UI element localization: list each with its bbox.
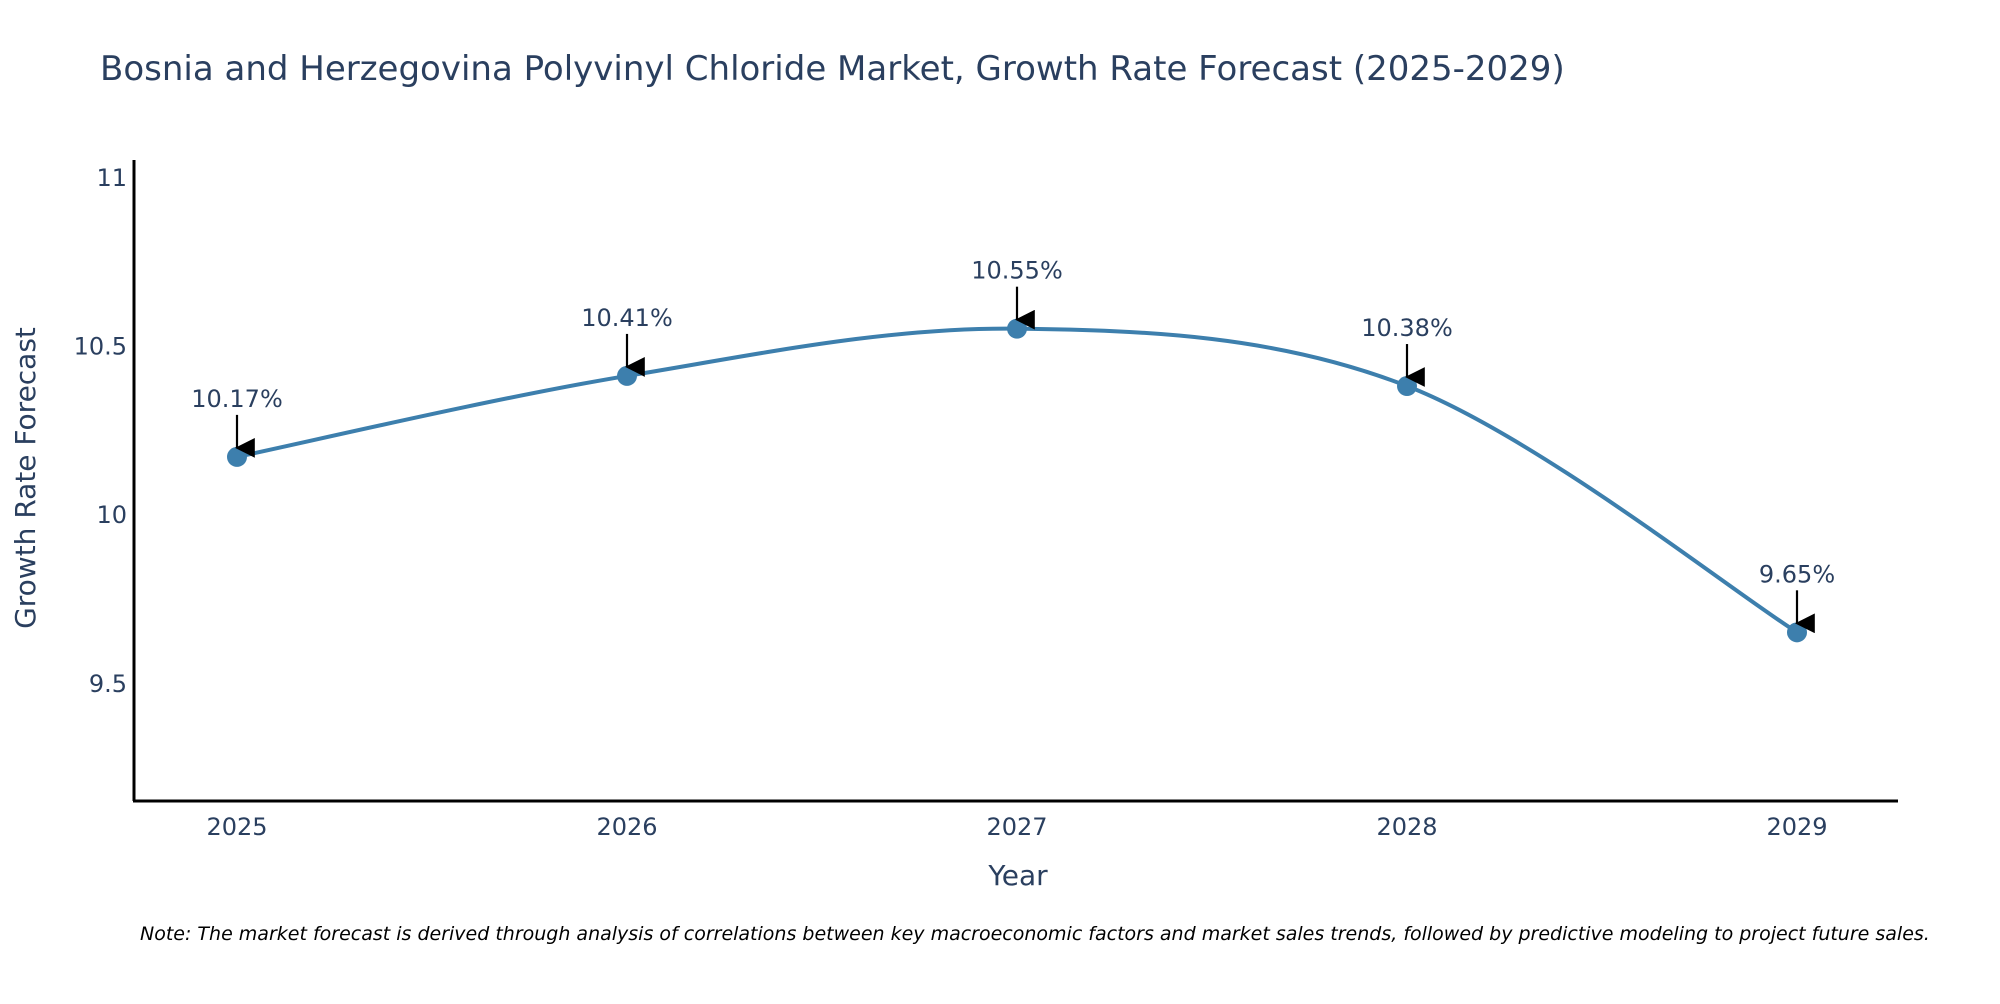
- x-axis-title: Year: [987, 859, 1048, 892]
- x-tick-label: 2028: [1376, 813, 1437, 841]
- data-point: [1787, 622, 1807, 643]
- data-points: [227, 318, 1807, 643]
- data-label: 10.41%: [581, 304, 673, 332]
- data-labels: 10.17% 10.41% 10.55% 10.38% 9.65%: [191, 257, 1835, 634]
- x-tick-label: 2026: [596, 813, 657, 841]
- footnote: Note: The market forecast is derived thr…: [140, 923, 1930, 945]
- x-tick-label: 2025: [206, 813, 267, 841]
- data-point: [1007, 318, 1027, 339]
- y-tick-label: 9.5: [89, 670, 127, 698]
- data-point: [1397, 376, 1417, 397]
- data-point: [227, 446, 247, 467]
- data-label: 9.65%: [1759, 560, 1835, 588]
- chart-title: Bosnia and Herzegovina Polyvinyl Chlorid…: [100, 49, 1565, 89]
- y-tick-label: 11: [96, 164, 127, 192]
- series-line: [236, 326, 1799, 635]
- data-label: 10.55%: [971, 257, 1063, 285]
- y-tick-label: 10.5: [74, 333, 127, 361]
- x-axis-ticks: 2025 2026 2027 2028 2029: [206, 813, 1827, 841]
- data-label: 10.38%: [1361, 314, 1453, 342]
- y-tick-label: 10: [96, 501, 127, 529]
- x-tick-label: 2029: [1766, 813, 1827, 841]
- data-label: 10.17%: [191, 385, 283, 413]
- x-tick-label: 2027: [986, 813, 1047, 841]
- data-point: [617, 365, 637, 386]
- y-axis-title: Growth Rate Forecast: [9, 327, 42, 629]
- y-axis-ticks: 9.5 10 10.5 11: [74, 164, 127, 698]
